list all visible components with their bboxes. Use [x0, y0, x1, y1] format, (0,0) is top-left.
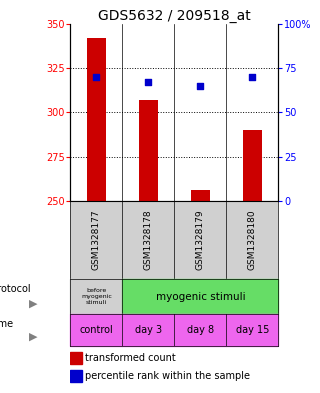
Bar — [70, 314, 123, 346]
Point — [250, 73, 255, 80]
Text: protocol: protocol — [0, 285, 31, 294]
Bar — [70, 279, 123, 314]
Title: GDS5632 / 209518_at: GDS5632 / 209518_at — [98, 9, 251, 22]
Bar — [227, 314, 278, 346]
Bar — [123, 279, 278, 314]
Text: GSM1328178: GSM1328178 — [144, 209, 153, 270]
Bar — [243, 130, 261, 201]
Text: day 3: day 3 — [135, 325, 162, 335]
Text: control: control — [80, 325, 113, 335]
Text: ▶: ▶ — [29, 332, 37, 342]
Bar — [139, 100, 157, 201]
Point — [198, 83, 203, 89]
Bar — [70, 352, 82, 364]
Point — [94, 73, 99, 80]
Text: GSM1328179: GSM1328179 — [196, 209, 205, 270]
Bar — [87, 38, 106, 201]
Bar — [174, 314, 227, 346]
Text: percentile rank within the sample: percentile rank within the sample — [85, 371, 250, 381]
Point — [146, 79, 151, 85]
Text: GSM1328177: GSM1328177 — [92, 209, 101, 270]
Text: transformed count: transformed count — [85, 353, 176, 363]
Text: time: time — [0, 319, 13, 329]
Text: before
myogenic
stimuli: before myogenic stimuli — [81, 288, 112, 305]
Text: GSM1328180: GSM1328180 — [248, 209, 257, 270]
Text: myogenic stimuli: myogenic stimuli — [156, 292, 245, 301]
Bar — [191, 190, 210, 201]
Text: day 8: day 8 — [187, 325, 214, 335]
Text: ▶: ▶ — [29, 299, 37, 309]
Bar — [123, 314, 174, 346]
Text: day 15: day 15 — [236, 325, 269, 335]
Bar — [70, 370, 82, 382]
